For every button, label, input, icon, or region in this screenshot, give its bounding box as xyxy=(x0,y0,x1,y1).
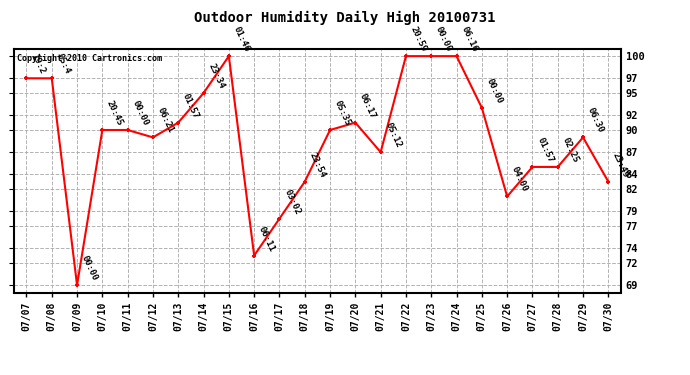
Point xyxy=(274,216,285,222)
Point xyxy=(426,53,437,59)
Text: 01:57: 01:57 xyxy=(181,92,201,120)
Point xyxy=(72,282,83,288)
Point xyxy=(198,90,209,96)
Point xyxy=(97,127,108,133)
Point xyxy=(578,134,589,140)
Text: 23:34: 23:34 xyxy=(206,62,226,90)
Text: 20:45: 20:45 xyxy=(105,99,125,127)
Text: 05:4: 05:4 xyxy=(55,52,72,75)
Text: 19:2: 19:2 xyxy=(29,52,46,75)
Point xyxy=(299,179,310,185)
Text: 06:21: 06:21 xyxy=(156,106,175,135)
Text: 04:00: 04:00 xyxy=(510,165,529,194)
Text: 06:17: 06:17 xyxy=(358,92,377,120)
Text: 23:54: 23:54 xyxy=(308,151,327,179)
Point xyxy=(148,134,159,140)
Point xyxy=(552,164,563,170)
Text: 20:59: 20:59 xyxy=(408,25,428,53)
Text: 05:12: 05:12 xyxy=(384,121,403,149)
Text: 00:00: 00:00 xyxy=(80,254,99,282)
Text: 00:00: 00:00 xyxy=(434,25,453,53)
Text: 03:02: 03:02 xyxy=(282,188,302,216)
Text: 23:49: 23:49 xyxy=(611,151,631,179)
Point xyxy=(476,105,487,111)
Point xyxy=(527,164,538,170)
Text: Outdoor Humidity Daily High 20100731: Outdoor Humidity Daily High 20100731 xyxy=(195,11,495,26)
Point xyxy=(451,53,462,59)
Text: 01:46: 01:46 xyxy=(232,25,251,53)
Point xyxy=(122,127,133,133)
Point xyxy=(21,75,32,81)
Text: 06:16: 06:16 xyxy=(460,25,479,53)
Text: 06:30: 06:30 xyxy=(586,106,605,135)
Point xyxy=(375,149,386,155)
Text: 01:57: 01:57 xyxy=(535,136,555,164)
Text: Copyright 2010 Cartronics.com: Copyright 2010 Cartronics.com xyxy=(17,54,162,63)
Point xyxy=(172,120,184,126)
Point xyxy=(46,75,57,81)
Text: 06:11: 06:11 xyxy=(257,225,277,253)
Text: 05:35: 05:35 xyxy=(333,99,353,127)
Point xyxy=(350,120,361,126)
Text: 02:25: 02:25 xyxy=(560,136,580,164)
Point xyxy=(400,53,411,59)
Point xyxy=(603,179,614,185)
Text: 00:00: 00:00 xyxy=(484,77,504,105)
Point xyxy=(248,253,259,259)
Point xyxy=(224,53,235,59)
Text: 00:00: 00:00 xyxy=(130,99,150,127)
Point xyxy=(502,194,513,200)
Point xyxy=(324,127,335,133)
